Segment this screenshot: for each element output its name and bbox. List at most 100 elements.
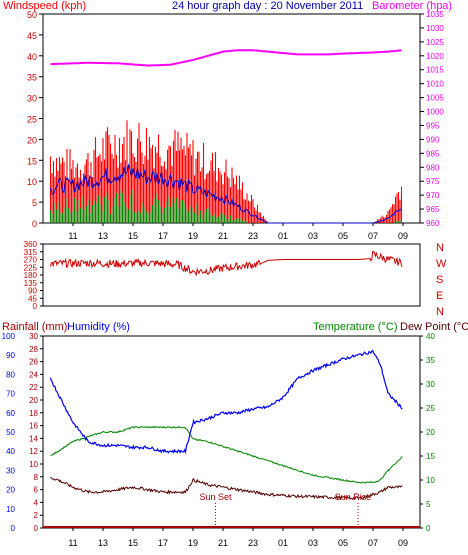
rain-y-tick-label: 4 <box>34 498 39 507</box>
temp-x-tick-label: 23 <box>248 538 258 548</box>
sun-set-label: Sun Set <box>199 492 232 502</box>
wind-x-tick-label: 03 <box>308 231 318 241</box>
wind-y-tick-label: 15 <box>27 156 37 166</box>
compass-label: S <box>436 274 443 286</box>
barometer-y-tick-label: 975 <box>426 177 440 186</box>
wind-y-tick-label: 25 <box>27 115 37 125</box>
rain-y-tick-label: 10 <box>29 460 38 469</box>
wind-y-tick-label: 10 <box>27 177 37 187</box>
temp-y-tick-label: 40 <box>426 332 435 341</box>
humidity-y-tick-label: 30 <box>6 466 15 475</box>
temp-x-tick-label: 15 <box>128 538 138 548</box>
rain-y-tick-label: 12 <box>29 447 38 456</box>
wind-x-tick-label: 21 <box>218 231 228 241</box>
compass-label: N <box>436 242 444 254</box>
barometer-y-tick-label: 1010 <box>426 80 444 89</box>
humidity-y-tick-label: 0 <box>11 524 16 533</box>
direction-y-tick-label: 315 <box>24 248 38 257</box>
humidity-y-tick-label: 90 <box>6 351 15 360</box>
direction-y-tick-label: 180 <box>24 271 38 280</box>
wind-x-tick-label: 23 <box>248 231 258 241</box>
barometer-y-tick-label: 1035 <box>426 10 444 19</box>
barometer-y-tick-label: 1030 <box>426 24 444 33</box>
barometer-y-tick-label: 995 <box>426 121 440 130</box>
humidity-y-tick-label: 50 <box>6 428 15 437</box>
barometer-y-tick-label: 1000 <box>426 108 444 117</box>
rain-y-tick-label: 26 <box>29 358 38 367</box>
wind-x-tick-label: 13 <box>98 231 108 241</box>
temp-y-tick-label: 35 <box>426 356 435 365</box>
temp-y-tick-label: 15 <box>426 452 435 461</box>
temp-x-tick-label: 03 <box>308 538 318 548</box>
temp-x-tick-label: 17 <box>158 538 168 548</box>
wind-direction-line <box>50 250 403 277</box>
windspeed-axis-label: Windspeed (kph) <box>3 0 86 12</box>
wind-x-tick-label: 05 <box>338 231 348 241</box>
wind-y-tick-label: 0 <box>32 219 37 229</box>
barometer-y-tick-label: 1020 <box>426 52 444 61</box>
compass-label: W <box>436 258 447 270</box>
rain-y-tick-label: 16 <box>29 422 38 431</box>
humidity-y-tick-label: 60 <box>6 409 15 418</box>
temp-x-tick-label: 01 <box>278 538 288 548</box>
temperature-line <box>50 425 403 484</box>
wind-y-tick-label: 40 <box>27 52 37 62</box>
temp-x-tick-label: 09 <box>398 538 408 548</box>
chart-title: 24 hour graph day : 20 November 2011 <box>172 0 363 12</box>
direction-panel-frame <box>42 243 421 307</box>
direction-y-tick-label: 135 <box>24 279 38 288</box>
temp-x-tick-label: 11 <box>68 538 77 548</box>
compass-label: E <box>436 290 443 302</box>
wind-x-tick-label: 19 <box>188 231 198 241</box>
rain-y-tick-label: 8 <box>34 473 39 482</box>
temp-y-tick-label: 10 <box>426 476 435 485</box>
humidity-y-tick-label: 70 <box>6 390 15 399</box>
direction-y-tick-label: 225 <box>24 263 38 272</box>
direction-y-tick-label: 270 <box>24 256 38 265</box>
barometer-y-tick-label: 990 <box>426 135 440 144</box>
temp-y-tick-label: 5 <box>426 500 431 509</box>
temperature-axis-label: Temperature (°C) <box>313 321 397 333</box>
temp-x-tick-label: 19 <box>188 538 198 548</box>
temp-y-tick-label: 30 <box>426 380 435 389</box>
wind-x-tick-label: 17 <box>158 231 168 241</box>
barometer-y-tick-label: 970 <box>426 191 440 200</box>
direction-y-tick-label: 90 <box>28 287 37 296</box>
humidity-y-tick-label: 10 <box>6 505 15 514</box>
temp-x-tick-label: 07 <box>368 538 378 548</box>
wind-y-tick-label: 50 <box>27 10 37 20</box>
rain-y-tick-label: 20 <box>29 396 38 405</box>
barometer-y-tick-label: 985 <box>426 149 440 158</box>
rain-y-tick-label: 24 <box>29 370 38 379</box>
wind-x-tick-label: 15 <box>128 231 138 241</box>
sun-rise-label: Sun Rise <box>335 492 372 502</box>
barometer-line <box>50 49 402 67</box>
barometer-y-tick-label: 960 <box>426 219 440 228</box>
wind-y-tick-label: 5 <box>32 198 37 208</box>
dewpoint-axis-label: Dew Point (°C) <box>400 321 468 333</box>
humidity-y-tick-label: 20 <box>6 486 15 495</box>
rain-y-tick-label: 0 <box>34 524 39 533</box>
rain-y-tick-label: 22 <box>29 383 38 392</box>
direction-y-tick-label: 0 <box>33 302 38 311</box>
wind-y-tick-label: 30 <box>27 94 37 104</box>
barometer-y-tick-label: 965 <box>426 205 440 214</box>
temp-y-tick-label: 0 <box>426 524 431 533</box>
humidity-y-tick-label: 100 <box>2 332 16 341</box>
wind-y-tick-label: 45 <box>27 31 37 41</box>
humidity-line <box>49 349 403 455</box>
temp-x-tick-label: 13 <box>98 538 108 548</box>
rain-y-tick-label: 14 <box>29 434 38 443</box>
humidity-axis-label: Humidity (%) <box>67 321 130 333</box>
wind-x-tick-label: 11 <box>68 231 77 241</box>
wind-x-tick-label: 09 <box>398 231 408 241</box>
temp-x-tick-label: 05 <box>338 538 348 548</box>
rain-y-tick-label: 28 <box>29 345 38 354</box>
direction-y-tick-label: 360 <box>24 240 38 249</box>
compass-label: N <box>436 306 444 318</box>
barometer-y-tick-label: 1015 <box>426 66 444 75</box>
barometer-y-tick-label: 1025 <box>426 38 444 47</box>
barometer-axis-label: Barometer (hpa) <box>372 0 452 12</box>
temp-y-tick-label: 25 <box>426 404 435 413</box>
